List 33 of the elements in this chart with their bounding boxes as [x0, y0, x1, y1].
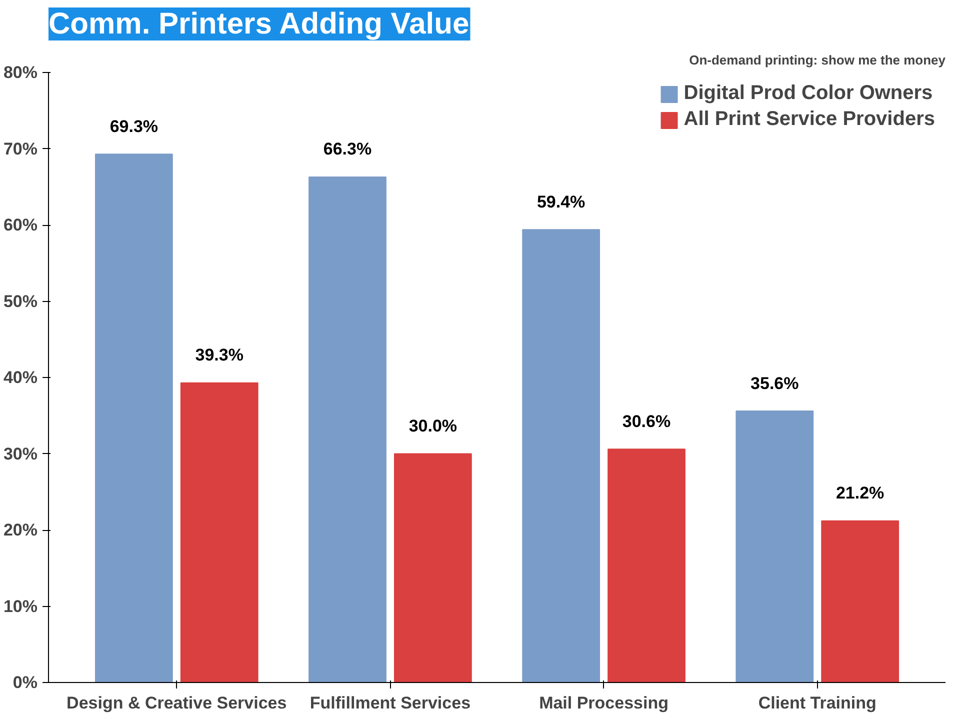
bar — [180, 382, 258, 682]
y-tick-label: 50% — [3, 292, 38, 311]
data-label: 69.3% — [110, 116, 158, 136]
y-tick-label: 60% — [3, 216, 38, 234]
bar — [394, 453, 472, 682]
bar — [821, 520, 900, 682]
data-label: 30.0% — [408, 416, 458, 436]
legend-label: All Print Service Providers — [684, 108, 935, 131]
y-tick-label: 0% — [12, 673, 38, 692]
data-label: 59.4% — [536, 192, 586, 212]
chart-title: Comm. Printers Adding Value — [48, 8, 470, 40]
data-label: 30.6% — [622, 412, 671, 431]
y-tick-label: 80% — [3, 63, 38, 82]
bar — [608, 448, 686, 682]
y-tick-label: 10% — [3, 596, 38, 616]
data-label: 21.2% — [836, 484, 884, 503]
x-tick-label: Fulfillment Services — [310, 694, 471, 712]
y-tick-label: 20% — [3, 520, 38, 540]
legend-label: Digital Prod Color Owners — [684, 82, 933, 105]
chart-subtitle: On-demand printing: show me the money — [689, 52, 946, 68]
data-label: 39.3% — [195, 346, 244, 365]
bar — [308, 176, 386, 682]
y-tick-label: 30% — [3, 444, 38, 464]
x-tick-label: Mail Processing — [539, 694, 669, 712]
data-label: 35.6% — [750, 374, 799, 393]
x-tick-label: Client Training — [758, 694, 876, 712]
bar — [94, 154, 173, 682]
y-tick-label: 40% — [3, 368, 38, 387]
x-tick-label: Design & Creative Services — [66, 694, 287, 712]
data-label: 66.3% — [323, 140, 372, 159]
bar — [522, 229, 600, 682]
bar — [736, 410, 814, 682]
y-tick-label: 70% — [3, 139, 38, 158]
